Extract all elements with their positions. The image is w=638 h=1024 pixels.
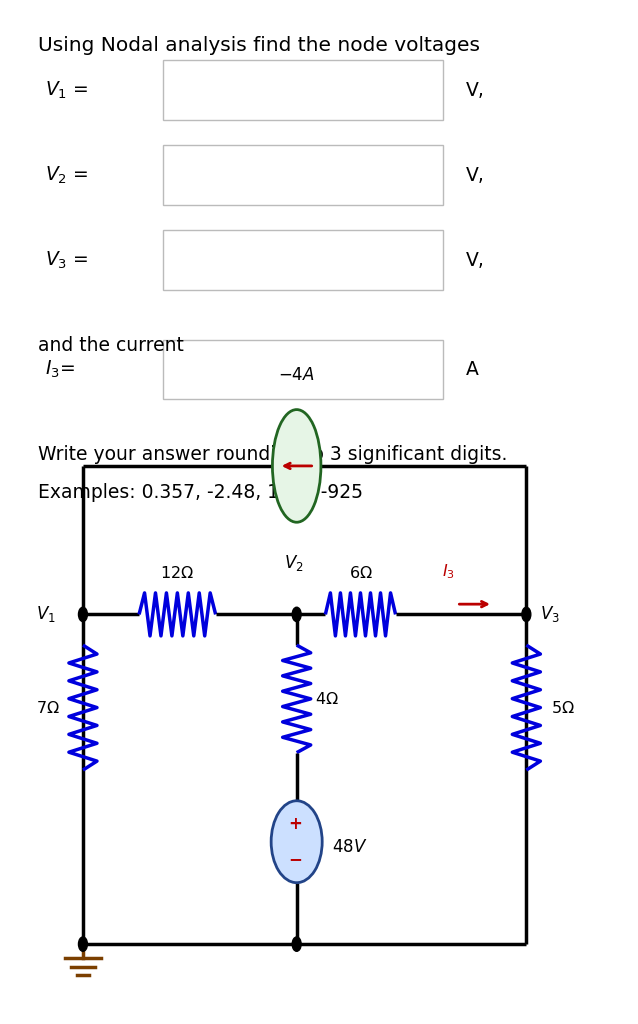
Text: $V_3$ =: $V_3$ = <box>45 250 88 270</box>
Text: $V_1$ =: $V_1$ = <box>45 80 88 100</box>
FancyBboxPatch shape <box>163 230 443 290</box>
Text: V,: V, <box>466 166 485 184</box>
Circle shape <box>292 607 301 622</box>
Circle shape <box>271 801 322 883</box>
Text: $7\Omega$: $7\Omega$ <box>36 699 60 716</box>
Text: V,: V, <box>466 81 485 99</box>
Text: Examples: 0.357, -2.48, 13.0, -925: Examples: 0.357, -2.48, 13.0, -925 <box>38 483 363 503</box>
Text: $I_3$: $I_3$ <box>441 562 454 581</box>
Text: $-4A$: $-4A$ <box>278 366 315 384</box>
Text: $12\Omega$: $12\Omega$ <box>160 564 195 581</box>
FancyBboxPatch shape <box>163 340 443 399</box>
Circle shape <box>78 937 87 951</box>
Circle shape <box>522 607 531 622</box>
Text: V,: V, <box>466 251 485 269</box>
Text: Write your answer rounding to 3 significant digits.: Write your answer rounding to 3 signific… <box>38 445 508 465</box>
Text: and the current: and the current <box>38 336 184 355</box>
Text: −: − <box>288 850 302 868</box>
Text: $V_2$: $V_2$ <box>284 553 303 573</box>
Text: $4\Omega$: $4\Omega$ <box>315 691 338 707</box>
Text: $48V$: $48V$ <box>332 838 367 856</box>
FancyBboxPatch shape <box>163 60 443 120</box>
Text: $V_1$: $V_1$ <box>36 604 56 625</box>
Circle shape <box>78 607 87 622</box>
Text: $5\Omega$: $5\Omega$ <box>551 699 574 716</box>
Text: $V_2$ =: $V_2$ = <box>45 165 88 185</box>
Text: Using Nodal analysis find the node voltages: Using Nodal analysis find the node volta… <box>38 36 480 55</box>
Text: $V_3$: $V_3$ <box>540 604 560 625</box>
Text: $I_3$=: $I_3$= <box>45 359 75 380</box>
Text: A: A <box>466 360 478 379</box>
Text: +: + <box>288 815 302 834</box>
FancyBboxPatch shape <box>163 145 443 205</box>
Text: $6\Omega$: $6\Omega$ <box>348 564 373 581</box>
Circle shape <box>292 937 301 951</box>
Ellipse shape <box>272 410 321 522</box>
